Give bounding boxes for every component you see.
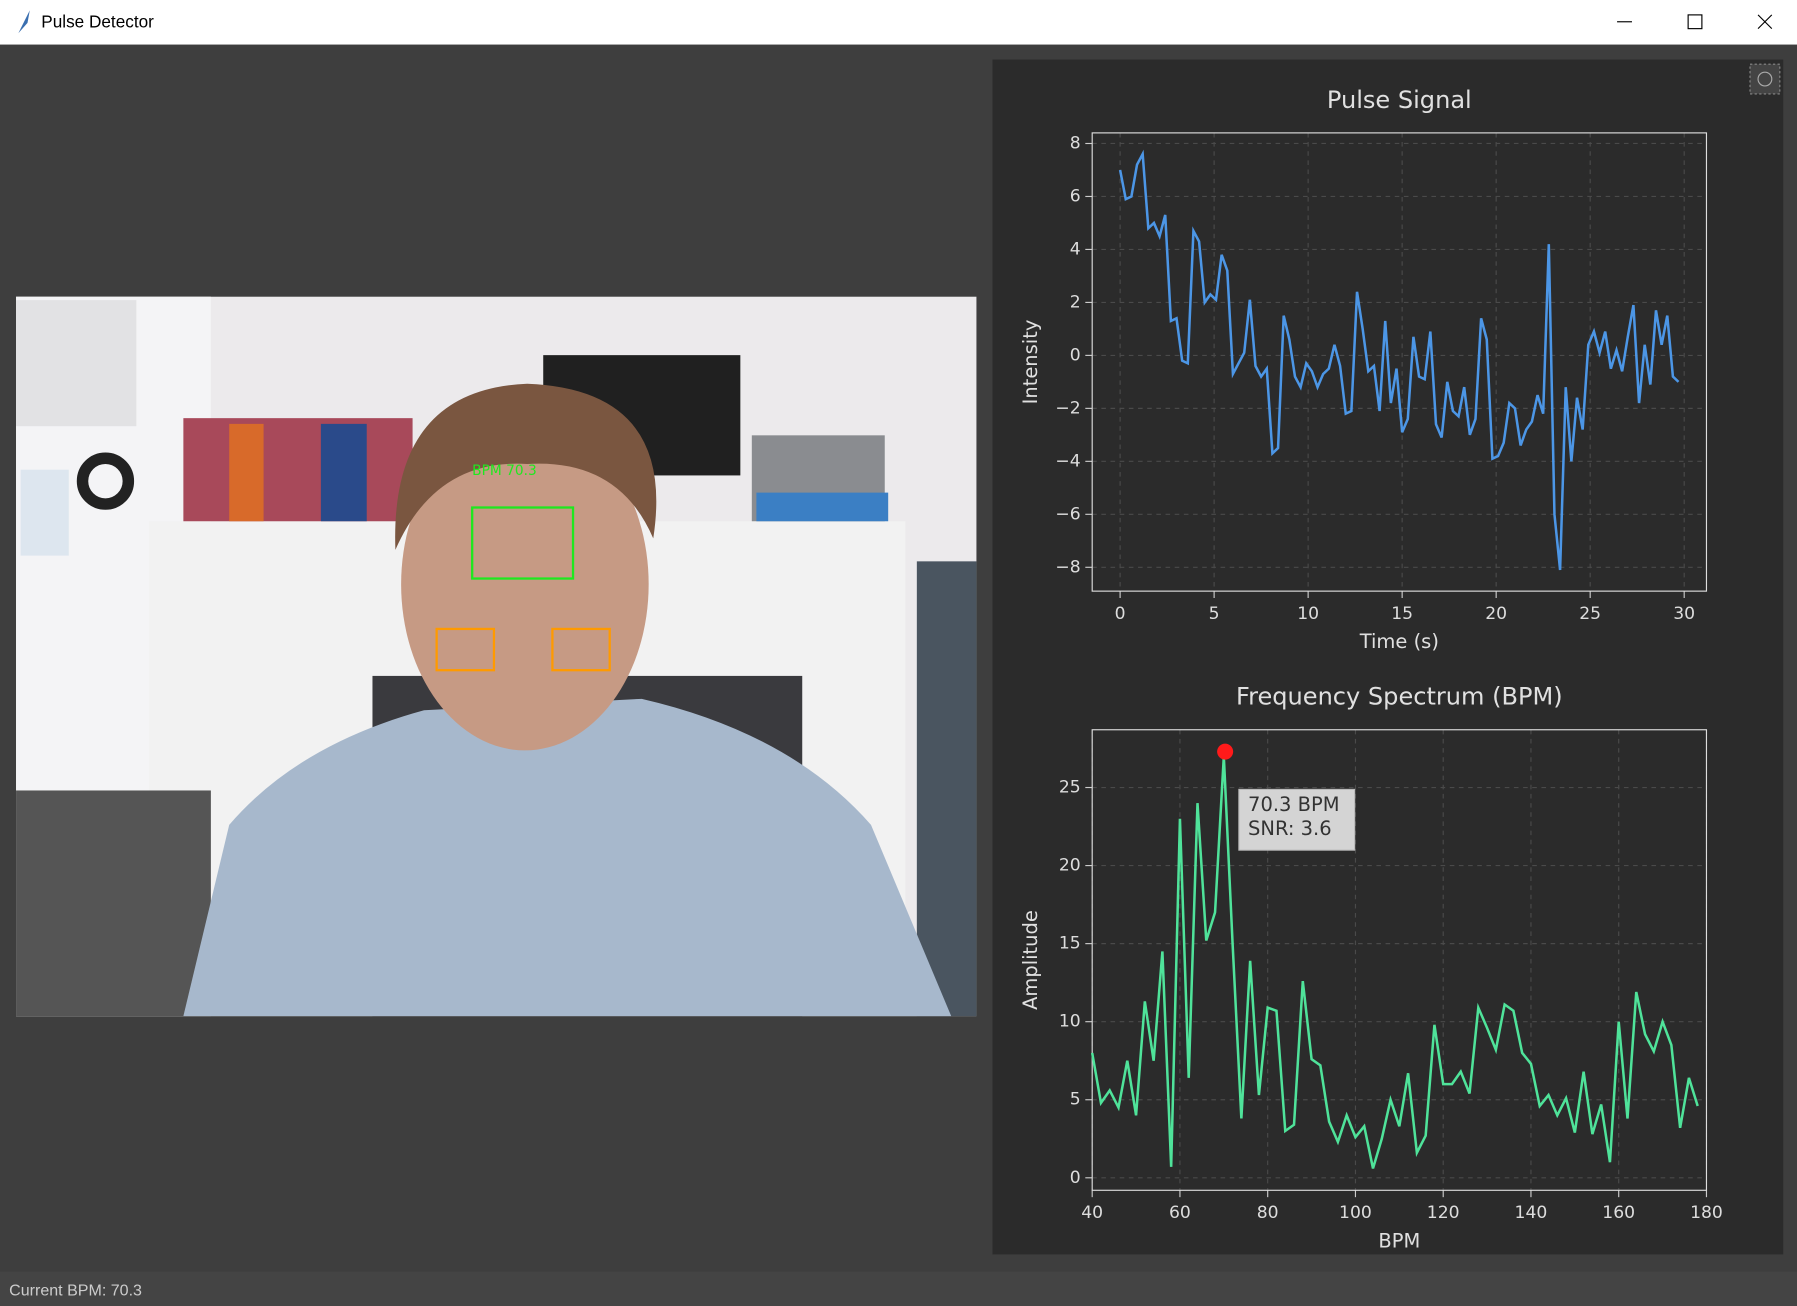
y-tick-label: 0 <box>1070 1168 1081 1188</box>
x-tick-label: 15 <box>1391 604 1413 624</box>
y-tick-label: 5 <box>1070 1090 1081 1110</box>
x-tick-label: 140 <box>1515 1203 1548 1223</box>
annotation-text: SNR: 3.6 <box>1248 817 1332 840</box>
y-tick-label: 15 <box>1059 934 1081 954</box>
cheek-roi <box>435 627 496 672</box>
y-tick-label: 8 <box>1070 133 1081 153</box>
x-tick-label: 80 <box>1257 1203 1279 1223</box>
camera-feed: BPM 70.3 <box>16 296 977 1017</box>
y-tick-label: 4 <box>1070 239 1081 259</box>
x-tick-label: 20 <box>1485 604 1507 624</box>
y-tick-label: 6 <box>1070 186 1081 206</box>
y-axis-label: Amplitude <box>1019 910 1042 1010</box>
y-tick-label: 25 <box>1059 778 1081 798</box>
signal-line <box>1118 149 1680 571</box>
face <box>401 418 649 751</box>
y-tick-label: −6 <box>1055 504 1080 524</box>
poster <box>16 300 137 427</box>
x-tick-label: 120 <box>1427 1203 1460 1223</box>
y-tick-label: 2 <box>1070 292 1081 312</box>
y-tick-label: 0 <box>1070 345 1081 365</box>
y-tick-label: −4 <box>1055 451 1080 471</box>
plot-frame <box>1091 729 1708 1191</box>
annotation-text: 70.3 BPM <box>1248 793 1339 816</box>
status-text: Current BPM: 70.3 <box>9 1281 142 1299</box>
annotation-box <box>1238 788 1356 851</box>
forehead-roi <box>471 506 575 580</box>
settings-button[interactable] <box>1749 63 1781 95</box>
x-tick-label: 10 <box>1297 604 1319 624</box>
box <box>756 492 889 522</box>
books <box>229 423 264 522</box>
x-tick-label: 30 <box>1673 604 1695 624</box>
x-tick-label: 5 <box>1209 604 1220 624</box>
status-bar <box>0 1271 1797 1306</box>
y-tick-label: 10 <box>1059 1012 1081 1032</box>
plot-frame <box>1091 132 1708 592</box>
y-tick-label: −8 <box>1055 557 1080 577</box>
close-button[interactable] <box>1757 14 1773 30</box>
x-axis-label: BPM <box>1378 1229 1420 1252</box>
bpm-overlay: BPM 70.3 <box>472 463 537 479</box>
x-tick-label: 180 <box>1690 1203 1723 1223</box>
x-axis-label: Time (s) <box>1359 630 1439 653</box>
window-title: Pulse Detector <box>41 11 154 31</box>
paper <box>20 469 69 556</box>
y-tick-label: −2 <box>1055 398 1080 418</box>
x-tick-label: 60 <box>1169 1203 1191 1223</box>
cheek-roi <box>551 627 611 672</box>
plot-panel <box>992 59 1784 1255</box>
maximize-button[interactable] <box>1687 14 1703 30</box>
x-tick-label: 100 <box>1339 1203 1372 1223</box>
hoodie <box>183 698 952 1017</box>
x-tick-label: 40 <box>1081 1203 1103 1223</box>
peak-marker <box>1217 743 1234 760</box>
chart-title: Pulse Signal <box>1327 86 1472 114</box>
chart-title: Frequency Spectrum (BPM) <box>1236 683 1563 711</box>
settings-icon <box>1757 71 1773 87</box>
desk <box>16 790 211 1017</box>
books <box>320 423 367 522</box>
x-tick-label: 25 <box>1579 604 1601 624</box>
chair-side <box>916 561 977 1017</box>
x-tick-label: 0 <box>1115 604 1126 624</box>
books <box>183 418 413 522</box>
ring <box>76 452 135 510</box>
title-bar <box>0 0 1797 45</box>
x-tick-label: 160 <box>1602 1203 1635 1223</box>
hair <box>395 383 657 550</box>
y-tick-label: 20 <box>1059 856 1081 876</box>
y-axis-label: Intensity <box>1019 320 1042 405</box>
signal-line <box>1090 756 1699 1169</box>
